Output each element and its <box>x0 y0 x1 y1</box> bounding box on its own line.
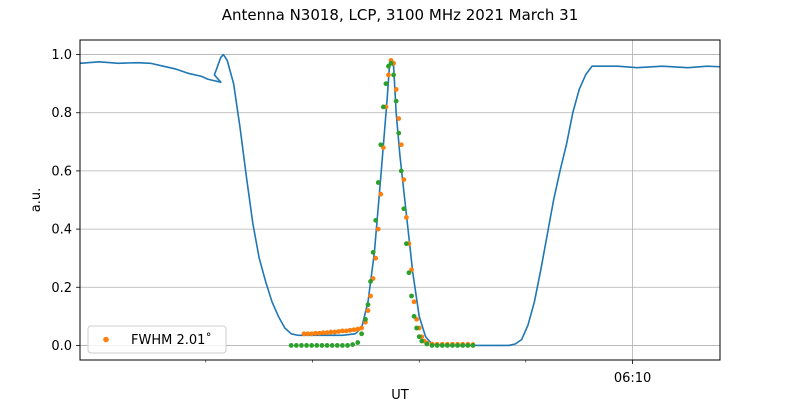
data-point <box>359 325 364 331</box>
data-point <box>414 325 420 331</box>
data-point <box>324 330 330 336</box>
data-point <box>429 343 435 348</box>
data-point <box>365 302 371 308</box>
grid-lines <box>80 40 720 360</box>
y-tick-label: 0.4 <box>51 223 72 238</box>
data-point <box>424 341 430 347</box>
data-point <box>301 331 307 337</box>
data-point <box>336 329 341 334</box>
data-point <box>293 343 299 348</box>
data-point <box>406 270 412 276</box>
x-tick-label: 06:10 <box>614 371 651 386</box>
data-point <box>355 326 361 332</box>
data-point <box>378 142 384 148</box>
data-point <box>288 343 294 348</box>
legend-frame <box>87 325 227 354</box>
data-point <box>465 343 471 348</box>
y-tick-label: 1.0 <box>51 48 72 63</box>
data-point <box>401 206 407 212</box>
data-point <box>380 104 386 110</box>
data-point <box>375 180 381 185</box>
data-point <box>455 343 460 348</box>
axes: 0.0 0.2 0.4 0.6 0.8 1.0 06:10 <box>51 48 651 386</box>
data-point <box>398 168 404 174</box>
data-point <box>343 328 349 334</box>
x-axis-label: UT <box>391 388 409 400</box>
legend-entry-label: FWHM 2.01˚ <box>131 332 212 348</box>
data-point <box>444 343 450 348</box>
data-point <box>368 293 373 299</box>
data-point <box>373 255 379 261</box>
data-point <box>314 343 320 348</box>
legend-marker <box>103 336 109 343</box>
data-point <box>470 343 476 348</box>
data-point <box>329 343 335 348</box>
data-point <box>332 329 338 335</box>
data-point <box>305 331 311 337</box>
data-point <box>393 98 399 104</box>
data-point <box>388 60 394 66</box>
data-point <box>359 331 364 337</box>
data-point <box>340 328 345 334</box>
data-point <box>299 343 304 348</box>
data-point <box>351 327 357 333</box>
data-point <box>365 308 371 313</box>
data-point <box>404 241 409 247</box>
data-point <box>439 343 445 348</box>
y-tick-label: 0.2 <box>51 281 72 296</box>
chart-title: Antenna N3018, LCP, 3100 MHz 2021 March … <box>222 6 579 24</box>
data-point <box>378 191 384 197</box>
data-point <box>316 330 322 336</box>
y-tick-label: 0.0 <box>51 339 72 354</box>
data-point <box>309 331 315 337</box>
data-point <box>320 330 326 336</box>
data-point <box>304 343 309 348</box>
data-point <box>411 313 417 319</box>
data-point <box>350 342 356 347</box>
data-point <box>340 343 345 348</box>
data-point <box>363 316 368 322</box>
data-point <box>324 343 330 348</box>
data-point <box>460 343 466 348</box>
data-point <box>370 249 376 255</box>
data-point <box>434 343 440 348</box>
data-point <box>386 72 391 78</box>
data-point <box>368 279 373 284</box>
data-point <box>383 81 389 87</box>
data-series <box>80 53 720 348</box>
legend: FWHM 2.01˚ <box>87 325 227 354</box>
data-point <box>409 293 414 299</box>
plot-area <box>80 40 720 360</box>
data-point <box>328 329 334 335</box>
data-point <box>347 327 353 333</box>
y-tick-label: 0.8 <box>51 106 72 121</box>
data-point <box>450 343 455 348</box>
series-line <box>80 53 720 347</box>
data-point <box>334 343 340 348</box>
data-point <box>398 142 404 148</box>
data-point <box>309 343 315 348</box>
data-point <box>411 299 417 305</box>
y-tick-label: 0.6 <box>51 164 72 179</box>
data-point <box>375 226 381 232</box>
data-point <box>419 338 425 344</box>
data-point <box>393 87 399 92</box>
data-point <box>345 343 350 348</box>
y-axis-label: a.u. <box>29 188 44 212</box>
data-point <box>404 215 409 220</box>
data-point <box>396 116 402 121</box>
data-point <box>416 334 422 340</box>
data-point <box>401 177 407 183</box>
data-point <box>373 217 379 223</box>
data-point <box>355 340 361 345</box>
data-point <box>391 72 396 78</box>
data-point <box>313 330 318 336</box>
data-point <box>396 130 402 136</box>
data-point <box>319 343 325 348</box>
plot-frame <box>79 39 721 361</box>
